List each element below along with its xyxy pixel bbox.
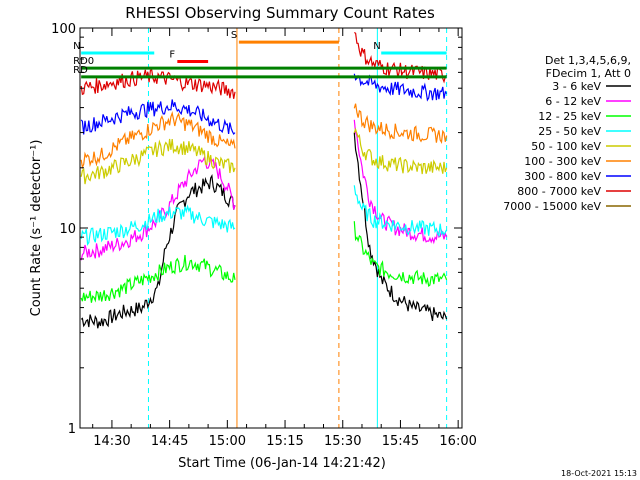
x-tick-label: 15:45: [382, 434, 419, 449]
timestamp: 18-Oct-2021 15:13: [561, 469, 637, 478]
series-line: [353, 103, 448, 144]
legend-entry: 300 - 800 keV: [524, 170, 601, 183]
x-tick-label: 14:30: [93, 434, 130, 449]
legend-header: Det 1,3,4,5,6,9,: [545, 54, 631, 67]
x-tick-label: 15:15: [266, 434, 303, 449]
legend-entry: 800 - 7000 keV: [517, 185, 601, 198]
series-line: [80, 111, 236, 170]
legend-entry: 3 - 6 keV: [552, 80, 601, 93]
y-tick-label: 10: [59, 222, 76, 237]
series-line: [80, 138, 236, 185]
legend-entry: 6 - 12 keV: [545, 95, 601, 108]
flag-label: N: [373, 41, 380, 52]
y-tick-label: 1: [68, 422, 76, 437]
y-tick-label: 100: [51, 22, 76, 37]
legend-entry: 7000 - 15000 keV: [503, 200, 601, 213]
legend-entry: 50 - 100 keV: [531, 140, 601, 153]
flag-label: N: [73, 41, 80, 52]
series-line: [353, 119, 448, 245]
flag-label: RD0: [73, 56, 94, 67]
series-line: [80, 254, 236, 303]
series-line: [353, 221, 448, 287]
series-line: [80, 204, 236, 246]
x-tick-label: 16:00: [439, 434, 476, 449]
y-axis-label: Count Rate (s⁻¹ detector⁻¹): [29, 140, 44, 317]
flag-label: RD: [73, 65, 88, 76]
legend-entry: 100 - 300 keV: [524, 155, 601, 168]
series-line: [80, 174, 236, 329]
series-line: [353, 127, 448, 175]
flag-label: F: [169, 49, 175, 60]
x-axis-label: Start Time (06-Jan-14 14:21:42): [178, 456, 386, 471]
chart-title: RHESSI Observing Summary Count Rates: [125, 4, 435, 22]
series-line: [353, 132, 448, 322]
series-line: [353, 185, 448, 238]
x-tick-label: 14:45: [151, 434, 188, 449]
flag-label: S: [231, 30, 237, 41]
x-tick-label: 15:00: [209, 434, 246, 449]
legend-header: FDecim 1, Att 0: [546, 67, 631, 80]
legend-entry: 12 - 25 keV: [538, 110, 601, 123]
legend-entry: 25 - 50 keV: [538, 125, 601, 138]
series-line: [80, 99, 236, 136]
series-line: [80, 68, 236, 99]
x-tick-label: 15:30: [324, 434, 361, 449]
